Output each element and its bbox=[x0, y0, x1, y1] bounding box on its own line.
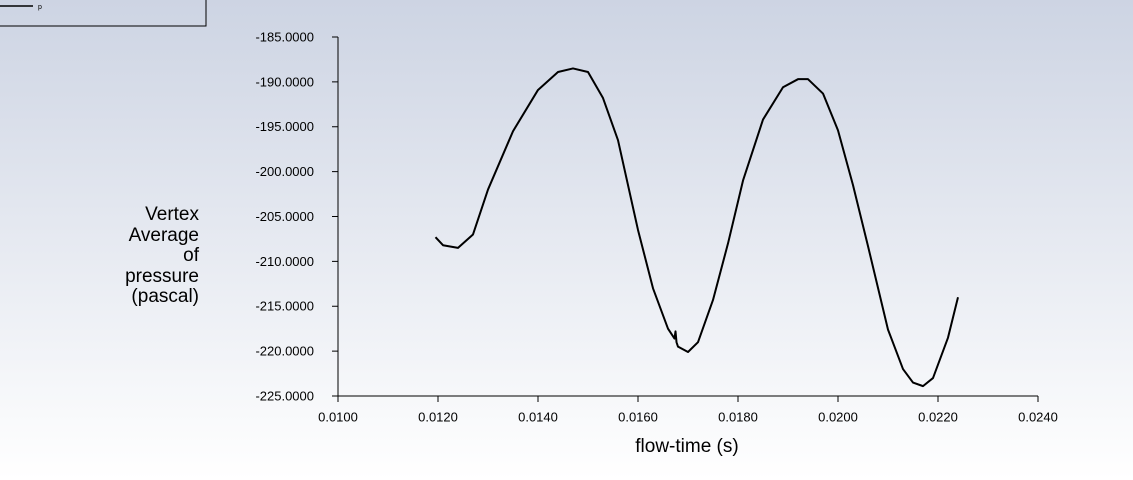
y-axis-title: Vertex Average of pressure (pascal) bbox=[125, 204, 199, 307]
x-axis-title: flow-time (s) bbox=[635, 436, 738, 457]
x-tick-label: 0.0220 bbox=[918, 409, 958, 424]
x-tick-label: 0.0140 bbox=[518, 409, 558, 424]
y-tick-label: -205.0000 bbox=[255, 209, 314, 224]
x-tick-label: 0.0100 bbox=[318, 409, 358, 424]
x-tick-label: 0.0120 bbox=[418, 409, 458, 424]
y-tick-label: -215.0000 bbox=[255, 299, 314, 314]
legend-box bbox=[0, 0, 207, 27]
x-tick-label: 0.0200 bbox=[818, 409, 858, 424]
y-tick-label: -220.0000 bbox=[255, 344, 314, 359]
y-tick-label: -185.0000 bbox=[255, 29, 314, 44]
y-tick-label: -190.0000 bbox=[255, 74, 314, 89]
y-tick-label: -195.0000 bbox=[255, 119, 314, 134]
series-line bbox=[434, 67, 959, 388]
x-tick-label: 0.0180 bbox=[718, 409, 758, 424]
x-tick-label: 0.0160 bbox=[618, 409, 658, 424]
y-tick-label: -210.0000 bbox=[255, 254, 314, 269]
legend-label: p bbox=[38, 4, 42, 11]
y-tick-label: -225.0000 bbox=[255, 388, 314, 403]
x-tick-label: 0.0240 bbox=[1018, 409, 1058, 424]
y-tick-label: -200.0000 bbox=[255, 164, 314, 179]
